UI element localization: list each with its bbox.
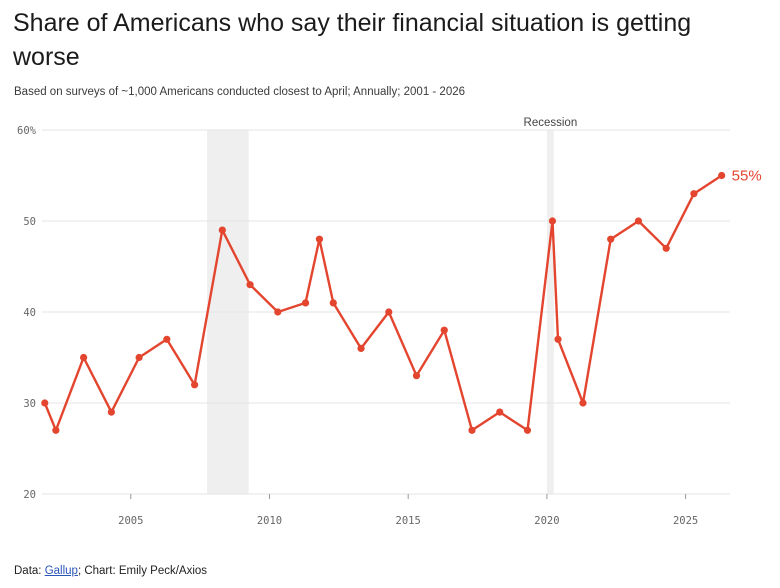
y-tick-label: 50 (23, 216, 36, 228)
data-point (690, 190, 698, 198)
data-point (496, 408, 504, 416)
data-point (52, 426, 60, 434)
data-point (274, 308, 282, 316)
end-value-label: 55% (732, 168, 762, 185)
chart-subtitle: Based on surveys of ~1,000 Americans con… (14, 86, 466, 98)
data-point (315, 235, 324, 243)
data-point (135, 353, 143, 362)
data-point (468, 426, 476, 434)
data-point (246, 281, 254, 289)
data-point (634, 217, 643, 225)
chart-footer: Data: Gallup; Chart: Emily Peck/Axios (14, 565, 207, 577)
credit-text: ; Chart: Emily Peck/Axios (77, 565, 208, 577)
data-point (440, 326, 448, 334)
x-tick-label: 2010 (257, 515, 282, 527)
recession-label: Recession (524, 117, 578, 129)
source-link[interactable]: Gallup (44, 565, 78, 577)
data-point (718, 171, 726, 180)
x-tick-label: 2025 (673, 515, 698, 527)
data-point (329, 299, 337, 307)
series-line (43, 174, 723, 432)
chart-title: Share of Americans who say their financi… (13, 9, 692, 71)
y-tick-label: 20 (23, 489, 36, 501)
data-point (548, 217, 557, 225)
data-point (301, 299, 310, 307)
data-point (412, 372, 421, 380)
y-tick-label: 40 (23, 307, 36, 319)
x-tick-label: 2020 (534, 515, 559, 527)
data-point (357, 344, 365, 352)
y-tick-label: 30 (23, 398, 36, 410)
data-point (190, 381, 199, 389)
data-point (607, 235, 615, 243)
x-tick-label: 2015 (396, 515, 421, 527)
data-point (41, 399, 49, 407)
y-tick-label: 60% (17, 125, 37, 137)
data-point (523, 426, 532, 434)
data-point (107, 408, 115, 416)
data-point (554, 335, 562, 343)
data-point (579, 399, 587, 407)
data-point (662, 244, 670, 252)
x-tick-label: 2005 (118, 515, 143, 527)
data-point (218, 226, 226, 234)
line-chart: Recession 20 30 40 50 60% 2005 2010 2015 2020 2025… (17, 117, 762, 527)
data-point (385, 308, 393, 316)
data-point (80, 353, 88, 362)
data-prefix: Data: (14, 565, 45, 577)
data-point (163, 335, 171, 343)
